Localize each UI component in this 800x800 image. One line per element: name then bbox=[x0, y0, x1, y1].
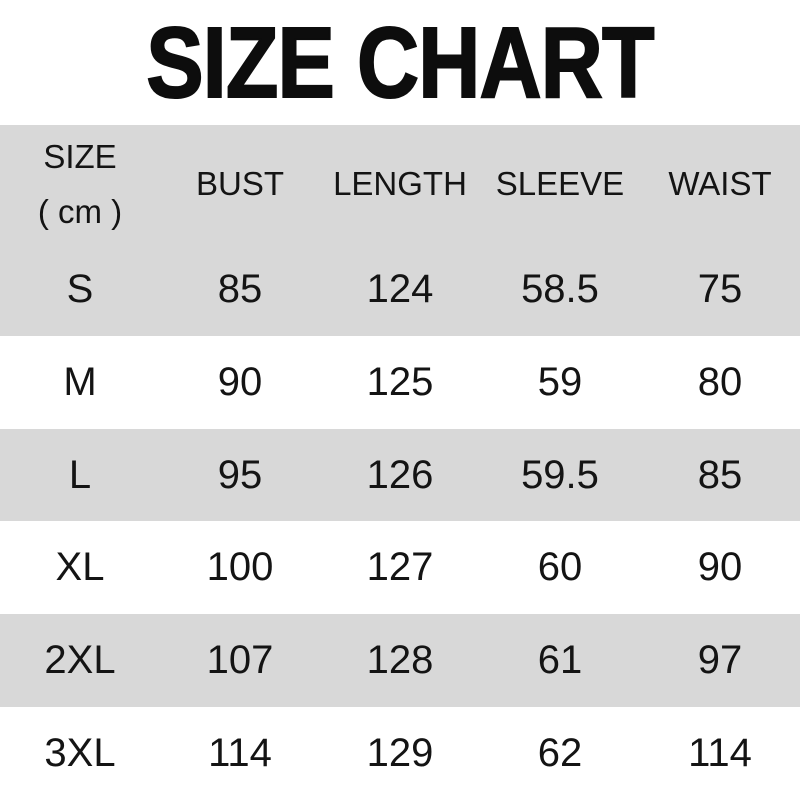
column-header-sleeve: SLEEVE bbox=[495, 165, 625, 202]
table-row-s: S 85 124 58.5 75 bbox=[0, 243, 800, 336]
waist-value: 97 bbox=[697, 638, 743, 683]
size-label: S bbox=[66, 266, 94, 311]
table-row-l: L 95 126 59.5 85 bbox=[0, 428, 800, 522]
waist-value: 85 bbox=[697, 452, 743, 497]
waist-value: 90 bbox=[697, 545, 743, 590]
size-label: L bbox=[68, 452, 92, 497]
length-value: 129 bbox=[366, 731, 434, 776]
sleeve-value: 58.5 bbox=[521, 266, 599, 311]
table-header-row: SIZE ( cm ) BUST LENGTH SLEEVE WAIST bbox=[0, 125, 800, 243]
size-header-line2: ( cm ) bbox=[37, 193, 123, 230]
length-value: 125 bbox=[366, 359, 434, 404]
size-table: SIZE ( cm ) BUST LENGTH SLEEVE WAIST S 8… bbox=[0, 125, 800, 800]
size-header-line1: SIZE bbox=[43, 138, 117, 175]
bust-value: 107 bbox=[206, 638, 274, 683]
length-value: 127 bbox=[366, 545, 434, 590]
size-label: 2XL bbox=[44, 638, 116, 683]
sleeve-value: 59 bbox=[537, 359, 583, 404]
bust-value: 95 bbox=[217, 452, 263, 497]
column-header-length: LENGTH bbox=[333, 165, 467, 202]
column-header-size: SIZE ( cm ) bbox=[0, 140, 160, 228]
waist-value: 114 bbox=[688, 731, 752, 776]
column-header-bust: BUST bbox=[195, 165, 284, 202]
bust-value: 90 bbox=[217, 359, 263, 404]
table-row-m: M 90 125 59 80 bbox=[0, 336, 800, 429]
size-label: M bbox=[63, 359, 97, 404]
bust-value: 100 bbox=[206, 545, 274, 590]
length-value: 128 bbox=[366, 638, 434, 683]
column-header-waist: WAIST bbox=[668, 165, 772, 202]
page-title: SIZE CHART bbox=[145, 6, 655, 119]
sleeve-value: 60 bbox=[537, 545, 583, 590]
table-row-2xl: 2XL 107 128 61 97 bbox=[0, 614, 800, 708]
size-label: XL bbox=[55, 545, 105, 590]
title-bar: SIZE CHART bbox=[0, 0, 800, 125]
size-label: 3XL bbox=[44, 731, 116, 776]
sleeve-value: 61 bbox=[537, 638, 583, 683]
sleeve-value: 59.5 bbox=[521, 452, 599, 497]
length-value: 124 bbox=[366, 266, 434, 311]
table-row-xl: XL 100 127 60 90 bbox=[0, 521, 800, 614]
bust-value: 114 bbox=[208, 731, 272, 776]
length-value: 126 bbox=[366, 452, 434, 497]
waist-value: 75 bbox=[697, 266, 743, 311]
bust-value: 85 bbox=[217, 266, 263, 311]
table-row-3xl: 3XL 114 129 62 114 bbox=[0, 707, 800, 800]
sleeve-value: 62 bbox=[537, 731, 583, 776]
waist-value: 80 bbox=[697, 359, 743, 404]
